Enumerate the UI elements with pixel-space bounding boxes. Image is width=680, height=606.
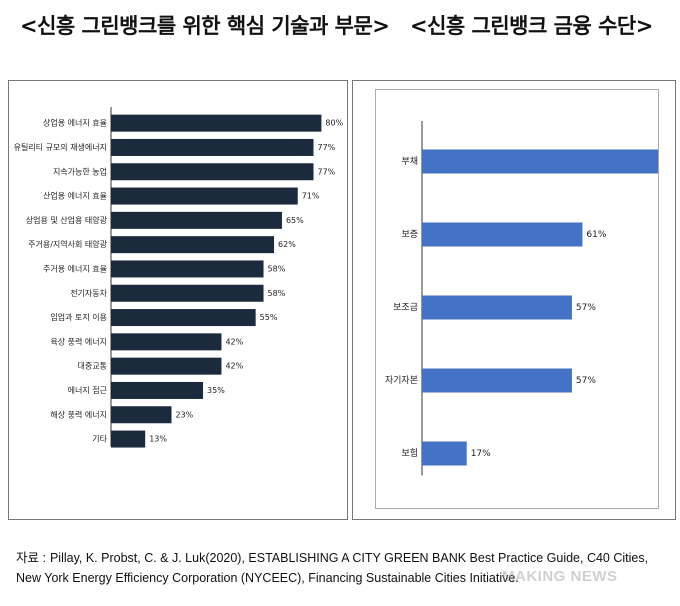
value-label: 80% (325, 119, 343, 128)
bar (111, 381, 204, 399)
value-label: 57% (576, 303, 596, 313)
left-chart-title: <신흥 그린뱅크를 위한 핵심 기술과 부문> (20, 14, 390, 38)
bar (422, 149, 658, 174)
bar (111, 138, 314, 156)
value-label: 77% (318, 167, 336, 176)
value-label: 13% (149, 435, 167, 444)
bar (111, 309, 256, 327)
bar (111, 163, 314, 181)
category-label: 상업용 에너지 효율 (43, 118, 107, 128)
source-label: 자료 : (16, 551, 46, 565)
bar (111, 333, 222, 351)
category-label: 전기자동차 (70, 288, 107, 298)
bar (422, 295, 572, 320)
bar (111, 211, 282, 229)
category-label: 해상 풍력 에너지 (50, 409, 107, 419)
watermark-logo: MAKING NEWS (502, 568, 618, 585)
category-label: 임업과 토지 이용 (50, 312, 107, 322)
category-label: 보조금 (393, 302, 418, 313)
sectors-chart-panel: 상업용 에너지 효율 80% 유틸리티 규모의 재생에너지 77% 지속가능한 농업 77… (8, 80, 348, 520)
bar (111, 187, 298, 205)
value-label: 23% (175, 410, 193, 419)
value-label: 71% (302, 192, 320, 201)
value-label: 42% (225, 362, 243, 371)
category-label: 보증 (401, 229, 418, 240)
category-label: 기타 (92, 435, 107, 444)
category-label: 에너지 접근 (68, 385, 107, 395)
bar (111, 430, 146, 448)
right-chart-title: <신흥 그린뱅크 금융 수단> (410, 14, 653, 38)
value-label: 62% (278, 240, 296, 249)
bar (111, 236, 275, 254)
bar (422, 441, 467, 466)
category-label: 주거용 에너지 효율 (43, 263, 107, 273)
category-label: 산업용 에너지 효율 (43, 191, 107, 201)
value-label: 61% (586, 230, 606, 240)
bar (111, 284, 264, 302)
bar (111, 114, 322, 132)
source-text: Pillay, K. Probst, C. & J. Luk(2020), ES… (16, 551, 649, 585)
bar (422, 368, 572, 393)
value-label: 65% (286, 216, 304, 225)
value-label: 57% (576, 376, 596, 386)
category-label: 지속가능한 농업 (53, 167, 107, 176)
source-note: 자료 : Pillay, K. Probst, C. & J. Luk(2020)… (16, 548, 666, 588)
value-label: 77% (318, 143, 336, 152)
category-label: 대중교통 (78, 362, 107, 371)
bar (111, 260, 264, 278)
value-label: 17% (471, 449, 491, 459)
category-label: 부채 (401, 156, 418, 167)
category-label: 상업용 및 산업용 태양광 (26, 215, 108, 225)
category-label: 유틸리티 규모의 재생에너지 (14, 142, 107, 152)
value-label: 42% (225, 337, 243, 346)
bar (111, 406, 172, 424)
category-label: 주거용/지역사회 태양광 (28, 239, 107, 249)
bar (422, 222, 583, 247)
bar (111, 357, 222, 375)
category-label: 보험 (401, 448, 418, 459)
value-label: 58% (268, 264, 286, 273)
value-label: 35% (207, 386, 225, 395)
sectors-bar-chart: 상업용 에너지 효율 80% 유틸리티 규모의 재생에너지 77% 지속가능한 농업 77… (14, 107, 344, 448)
category-label: 육상 풍력 에너지 (50, 336, 107, 346)
value-label: 58% (268, 289, 286, 298)
category-label: 자기자본 (385, 375, 418, 386)
value-label: 55% (260, 313, 278, 322)
